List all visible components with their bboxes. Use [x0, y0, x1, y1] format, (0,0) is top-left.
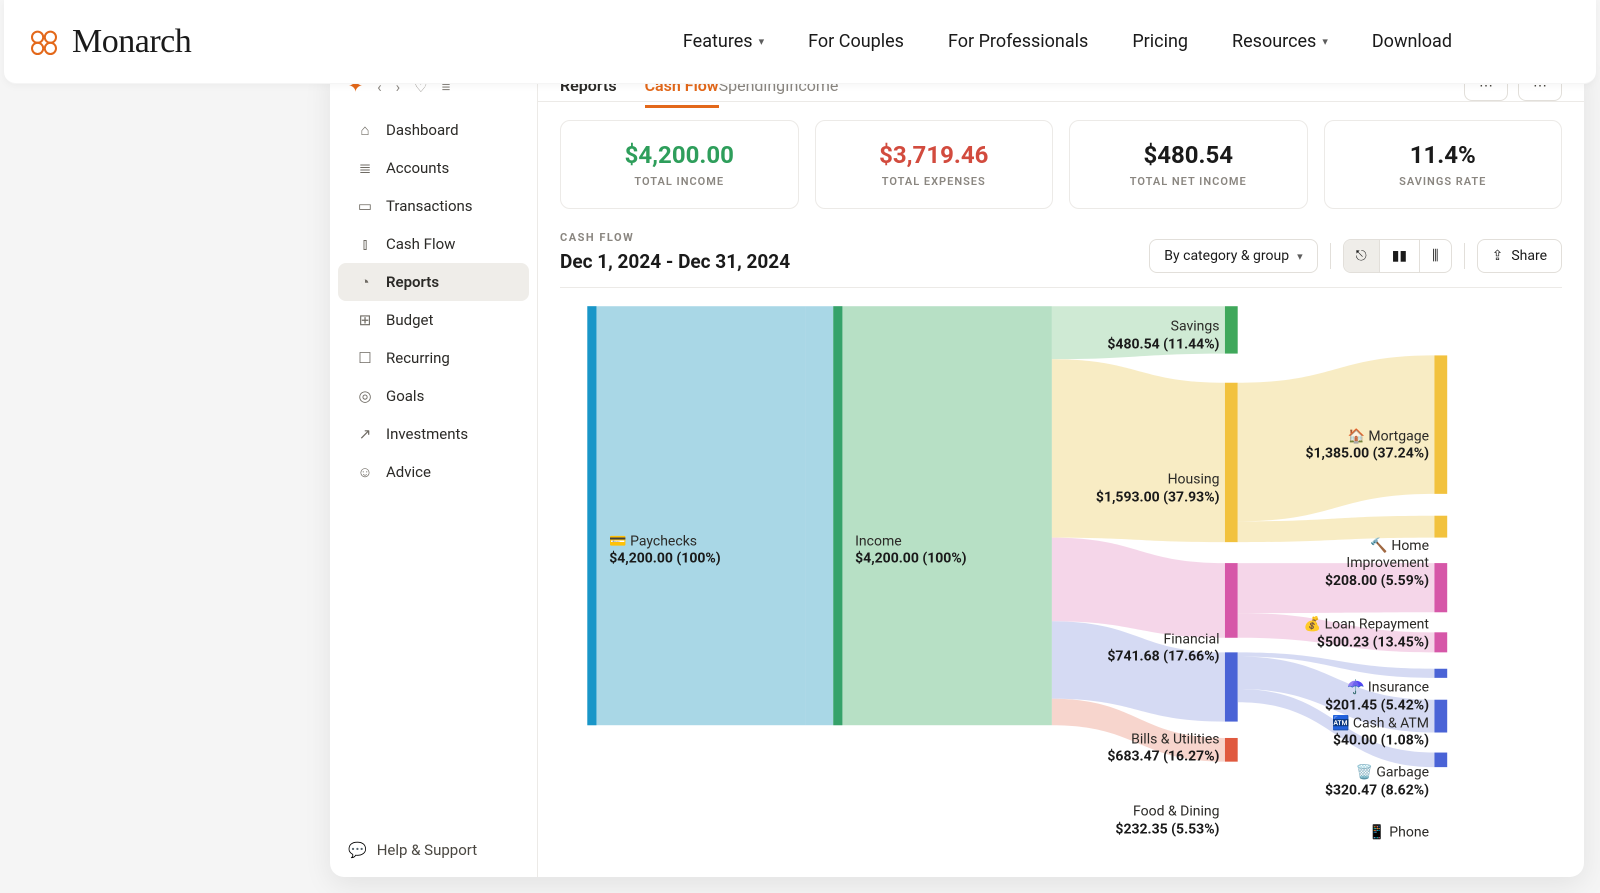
expenses-label: TOTAL EXPENSES: [826, 175, 1043, 188]
sankey-node-label: Income$4,200.00 (100%): [855, 533, 966, 568]
view-toggle: ⎋ ▮▮ ⫼: [1343, 239, 1452, 273]
sankey-node-label: 🏠 Mortgage$1,385.00 (37.24%): [1305, 428, 1429, 463]
nav-pricing[interactable]: Pricing: [1132, 31, 1188, 52]
sidebar-item-label: Advice: [386, 463, 431, 481]
reports-icon: ◔: [356, 273, 374, 291]
sankey-node-label: 📱 Phone: [1368, 824, 1429, 842]
nav-download-label: Download: [1372, 31, 1452, 52]
cashflow-eyebrow: CASH FLOW: [560, 231, 790, 244]
goals-icon: ◎: [356, 387, 374, 405]
sidebar-item-label: Dashboard: [386, 121, 459, 139]
chat-icon: 💬: [348, 841, 367, 859]
sidebar-item-label: Cash Flow: [386, 235, 455, 253]
nav-pros-label: For Professionals: [948, 31, 1088, 52]
advice-icon: ☺: [356, 463, 374, 481]
brand-logo-icon: [28, 26, 60, 58]
top-links: Features▾ For Couples For Professionals …: [683, 31, 1452, 52]
share-icon: ⇪: [1492, 248, 1504, 264]
cashflow-range: Dec 1, 2024 - Dec 31, 2024: [560, 250, 790, 273]
sankey-node-label: ☂️ Insurance$201.45 (5.42%): [1325, 680, 1429, 715]
expenses-value: $3,719.46: [826, 141, 1043, 169]
sankey-node-label: 🏧 Cash & ATM$40.00 (1.08%): [1332, 715, 1429, 750]
share-button[interactable]: ⇪ Share: [1477, 239, 1562, 273]
income-label: TOTAL INCOME: [571, 175, 788, 188]
nav-couples-label: For Couples: [808, 31, 904, 52]
app-shell: ✦ ‹ › ♡ ≡ ⌂Dashboard≣Accounts▭Transactio…: [330, 60, 1584, 877]
view-bar-icon[interactable]: ▮▮: [1380, 240, 1420, 272]
sankey-node-label: 💳 Paychecks$4,200.00 (100%): [609, 533, 720, 568]
sidebar-item-goals[interactable]: ◎ Goals: [338, 377, 529, 415]
sankey-node-label: Bills & Utilities$683.47 (16.27%): [1107, 731, 1219, 766]
group-dropdown[interactable]: By category & group ▾: [1149, 239, 1317, 273]
sidebar-item-accounts[interactable]: ≣ Accounts: [338, 149, 529, 187]
sidebar-item-investments[interactable]: ↗ Investments: [338, 415, 529, 453]
chevron-down-icon: ▾: [759, 35, 765, 48]
sankey-node-label: Savings$480.54 (11.44%): [1107, 319, 1219, 354]
income-value: $4,200.00: [571, 141, 788, 169]
group-dropdown-label: By category & group: [1164, 248, 1289, 264]
card-expenses: $3,719.46 TOTAL EXPENSES: [815, 120, 1054, 209]
accounts-icon: ≣: [356, 159, 374, 177]
share-label: Share: [1511, 248, 1547, 264]
dashboard-icon: ⌂: [356, 121, 374, 139]
sidebar-item-label: Investments: [386, 425, 468, 443]
budget-icon: ⊞: [356, 311, 374, 329]
card-income: $4,200.00 TOTAL INCOME: [560, 120, 799, 209]
sidebar-item-budget[interactable]: ⊞ Budget: [338, 301, 529, 339]
nav-professionals[interactable]: For Professionals: [948, 31, 1088, 52]
help-support[interactable]: 💬 Help & Support: [330, 827, 537, 877]
sidebar-item-label: Budget: [386, 311, 433, 329]
nav-resources-label: Resources: [1232, 31, 1316, 52]
sidebar: ✦ ‹ › ♡ ≡ ⌂Dashboard≣Accounts▭Transactio…: [330, 60, 538, 877]
sankey-node-label: 💰 Loan Repayment$500.23 (13.45%): [1304, 617, 1429, 652]
cashflow-icon: ⫾: [356, 235, 374, 253]
divider: [1464, 243, 1465, 269]
sankey-chart: 💳 Paychecks$4,200.00 (100%) Income$4,200.…: [560, 287, 1562, 877]
main: Reports Cash FlowSpendingIncome ⋯ ⋯ $4,2…: [538, 60, 1584, 877]
sidebar-item-label: Transactions: [386, 197, 473, 215]
chevron-down-icon: ▾: [1297, 250, 1303, 263]
view-grouped-icon[interactable]: ⫼: [1420, 240, 1450, 272]
sankey-node-label: 🔨 Home Improvement$208.00 (5.59%): [1296, 537, 1429, 590]
rate-label: SAVINGS RATE: [1335, 175, 1552, 188]
sidebar-item-cashflow[interactable]: ⫾ Cash Flow: [338, 225, 529, 263]
recurring-icon: ☐: [356, 349, 374, 367]
transactions-icon: ▭: [356, 197, 374, 215]
sidebar-item-dashboard[interactable]: ⌂ Dashboard: [338, 111, 529, 149]
sidebar-item-label: Reports: [386, 273, 439, 291]
sankey-node-label: Financial$741.68 (17.66%): [1107, 631, 1219, 666]
sidebar-item-advice[interactable]: ☺ Advice: [338, 453, 529, 491]
nav-resources[interactable]: Resources ▾: [1232, 31, 1328, 52]
divider: [1330, 243, 1331, 269]
sidebar-item-reports[interactable]: ◔ Reports: [338, 263, 529, 301]
view-sankey-icon[interactable]: ⎋: [1344, 240, 1380, 272]
nav-pricing-label: Pricing: [1132, 31, 1188, 52]
sidebar-item-recurring[interactable]: ☐ Recurring: [338, 339, 529, 377]
rate-value: 11.4%: [1335, 141, 1552, 169]
investments-icon: ↗: [356, 425, 374, 443]
sankey-node-label: 🗑️ Garbage$320.47 (8.62%): [1325, 765, 1429, 800]
sankey-node-label: Food & Dining$232.35 (5.53%): [1115, 804, 1219, 839]
brand-name: Monarch: [72, 23, 191, 61]
sidebar-item-label: Accounts: [386, 159, 449, 177]
sidebar-item-transactions[interactable]: ▭ Transactions: [338, 187, 529, 225]
nav-download[interactable]: Download: [1372, 31, 1452, 52]
chevron-down-icon: ▾: [1322, 35, 1328, 48]
summary-cards: $4,200.00 TOTAL INCOME $3,719.46 TOTAL E…: [538, 102, 1584, 209]
sankey-node-label: Housing$1,593.00 (37.93%): [1096, 472, 1220, 507]
nav-features-label: Features: [683, 31, 753, 52]
card-net: $480.54 TOTAL NET INCOME: [1069, 120, 1308, 209]
brand[interactable]: Monarch: [28, 23, 191, 61]
net-label: TOTAL NET INCOME: [1080, 175, 1297, 188]
sidebar-item-label: Goals: [386, 387, 424, 405]
help-label: Help & Support: [377, 841, 477, 859]
sidebar-item-label: Recurring: [386, 349, 450, 367]
card-rate: 11.4% SAVINGS RATE: [1324, 120, 1563, 209]
nav-couples[interactable]: For Couples: [808, 31, 904, 52]
cashflow-header: CASH FLOW Dec 1, 2024 - Dec 31, 2024 By …: [538, 209, 1584, 287]
net-value: $480.54: [1080, 141, 1297, 169]
marketing-nav: Monarch Features ▾ For Couples For Profes…: [4, 0, 1596, 84]
nav-features[interactable]: Features ▾: [683, 31, 764, 52]
